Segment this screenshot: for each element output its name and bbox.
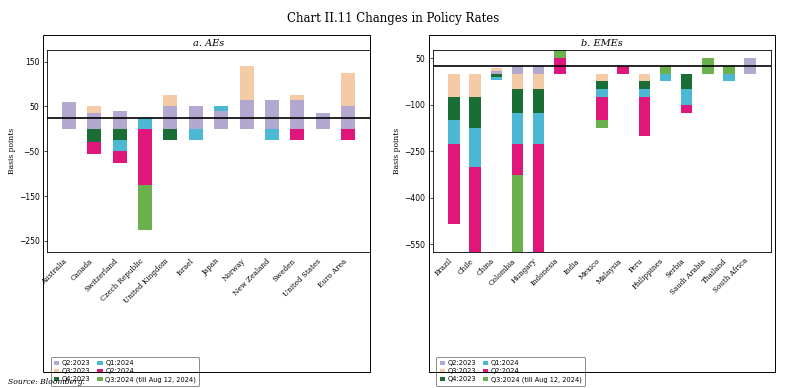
- Bar: [723, 66, 735, 74]
- Bar: [554, 58, 566, 74]
- Bar: [265, 100, 279, 129]
- Bar: [533, 113, 545, 144]
- Bar: [189, 106, 203, 129]
- Bar: [87, 106, 102, 113]
- Bar: [113, 111, 127, 129]
- Bar: [138, 185, 152, 230]
- Bar: [597, 97, 608, 120]
- Title: a. AEs: a. AEs: [193, 39, 224, 48]
- Bar: [638, 97, 650, 136]
- Bar: [512, 66, 523, 74]
- Bar: [638, 81, 650, 89]
- Text: Source: Bloomberg.: Source: Bloomberg.: [8, 378, 85, 386]
- Y-axis label: Basis points: Basis points: [8, 128, 16, 175]
- Bar: [469, 167, 481, 307]
- Bar: [342, 129, 355, 140]
- Bar: [597, 81, 608, 89]
- Bar: [723, 74, 735, 81]
- Bar: [681, 89, 693, 105]
- Bar: [265, 129, 279, 140]
- Bar: [533, 144, 545, 268]
- Bar: [554, 43, 566, 58]
- Bar: [512, 175, 523, 345]
- Bar: [638, 74, 650, 81]
- Bar: [342, 106, 355, 129]
- Bar: [113, 129, 127, 140]
- Bar: [164, 95, 177, 106]
- Bar: [290, 95, 305, 100]
- Bar: [189, 129, 203, 140]
- Bar: [87, 129, 102, 142]
- Bar: [290, 129, 305, 140]
- Bar: [469, 74, 481, 97]
- Bar: [533, 66, 545, 74]
- Bar: [512, 113, 523, 144]
- Bar: [490, 71, 502, 74]
- Bar: [533, 268, 545, 388]
- Bar: [87, 142, 102, 154]
- Bar: [490, 77, 502, 80]
- Bar: [660, 66, 671, 74]
- Bar: [512, 74, 523, 89]
- Bar: [164, 106, 177, 129]
- Y-axis label: Basis points: Basis points: [394, 128, 401, 175]
- Bar: [681, 74, 693, 89]
- Bar: [87, 113, 102, 129]
- Bar: [617, 66, 629, 74]
- Bar: [533, 89, 545, 113]
- Legend: Q2:2023, Q3:2023, Q4:2023, Q1:2024, Q2:2024, Q3:2024 (till Aug 12, 2024): Q2:2023, Q3:2023, Q4:2023, Q1:2024, Q2:2…: [50, 357, 199, 386]
- Bar: [214, 106, 228, 111]
- Bar: [449, 97, 460, 120]
- Bar: [164, 129, 177, 140]
- Bar: [214, 111, 228, 129]
- Bar: [62, 102, 76, 129]
- Bar: [702, 58, 714, 74]
- Title: b. EMEs: b. EMEs: [581, 39, 623, 48]
- Bar: [113, 151, 127, 163]
- Bar: [342, 73, 355, 106]
- Bar: [240, 100, 253, 129]
- Bar: [290, 100, 305, 129]
- Bar: [597, 74, 608, 81]
- Bar: [490, 74, 502, 77]
- Bar: [681, 105, 693, 113]
- Bar: [490, 68, 502, 71]
- Bar: [316, 113, 330, 129]
- Legend: Q2:2023, Q3:2023, Q4:2023, Q1:2024, Q2:2024, Q3:2024 (till Aug 12, 2024): Q2:2023, Q3:2023, Q4:2023, Q1:2024, Q2:2…: [436, 357, 585, 386]
- Bar: [512, 89, 523, 113]
- Bar: [469, 97, 481, 128]
- Text: Chart II.11 Changes in Policy Rates: Chart II.11 Changes in Policy Rates: [287, 12, 500, 25]
- Bar: [138, 118, 152, 129]
- Bar: [449, 144, 460, 224]
- Bar: [138, 129, 152, 185]
- Bar: [533, 74, 545, 89]
- Bar: [469, 128, 481, 167]
- Bar: [240, 66, 253, 100]
- Bar: [597, 120, 608, 128]
- Bar: [449, 120, 460, 144]
- Bar: [512, 144, 523, 175]
- Bar: [597, 89, 608, 97]
- Bar: [745, 58, 756, 74]
- Bar: [638, 89, 650, 97]
- Bar: [660, 74, 671, 81]
- Bar: [113, 140, 127, 151]
- Bar: [449, 74, 460, 97]
